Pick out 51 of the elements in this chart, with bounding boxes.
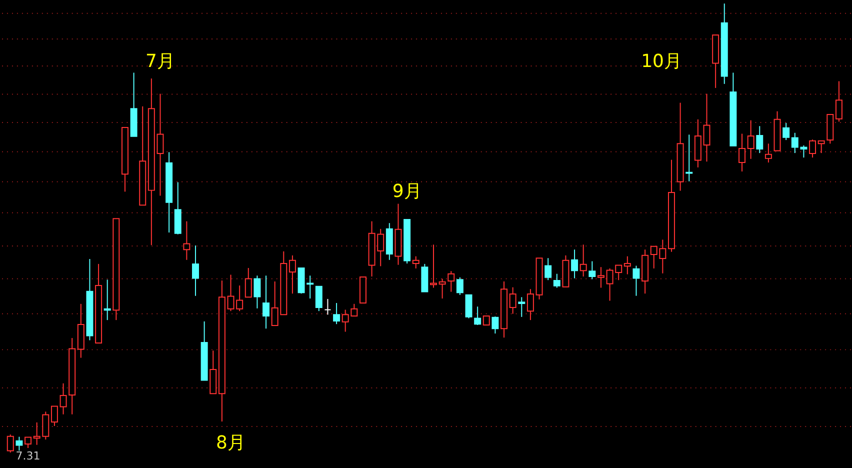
- candlestick: [324, 298, 332, 316]
- annotation: 10月: [641, 50, 682, 72]
- candlestick: [518, 296, 526, 318]
- candlestick: [24, 436, 32, 449]
- candlestick: [764, 143, 772, 163]
- candlestick: [192, 245, 199, 296]
- annotation: 9月: [392, 181, 422, 202]
- candlestick: [544, 258, 552, 281]
- candlestick: [236, 284, 244, 312]
- candlestick: [456, 276, 464, 296]
- candlestick: [104, 279, 111, 321]
- candlestick: [183, 220, 190, 260]
- candlestick: [580, 244, 587, 278]
- candlestick: [703, 93, 710, 162]
- candlestick: [509, 286, 516, 314]
- annotation: 7.31: [16, 449, 40, 462]
- candlestick: [315, 286, 322, 312]
- candlestick: [412, 256, 420, 269]
- candlestick: [588, 260, 596, 280]
- candlestick: [526, 288, 534, 321]
- candlestick: [288, 254, 296, 294]
- annotation: 7月: [146, 50, 175, 72]
- candlestick: [244, 267, 252, 298]
- candlestick: [254, 275, 261, 309]
- candlestick: [624, 256, 631, 275]
- candlestick: [6, 434, 14, 453]
- candlestick: [448, 270, 455, 292]
- candlestick: [174, 182, 182, 235]
- candlestick: [686, 134, 693, 182]
- candlestick: [465, 294, 472, 319]
- candlestick: [438, 278, 446, 300]
- candlestick: [50, 406, 58, 427]
- candlestick: [430, 244, 437, 288]
- candlestick: [747, 120, 754, 160]
- candlestick: [835, 80, 842, 122]
- candlestick: [553, 273, 560, 288]
- candlestick: [474, 306, 482, 326]
- candlestick: [492, 316, 499, 334]
- candlestick: [262, 275, 270, 330]
- candlestick: [571, 249, 578, 279]
- candlestick: [738, 133, 746, 172]
- candlestick: [809, 139, 816, 158]
- candlestick: [782, 122, 790, 141]
- candlestick: [818, 140, 825, 154]
- candlestick: [16, 436, 23, 452]
- candlestick: [333, 302, 340, 325]
- candlestick: [227, 274, 234, 312]
- candlestick: [597, 266, 604, 288]
- candlestick: [756, 126, 764, 154]
- annotation: 8月: [216, 432, 246, 454]
- candlestick: [632, 265, 640, 296]
